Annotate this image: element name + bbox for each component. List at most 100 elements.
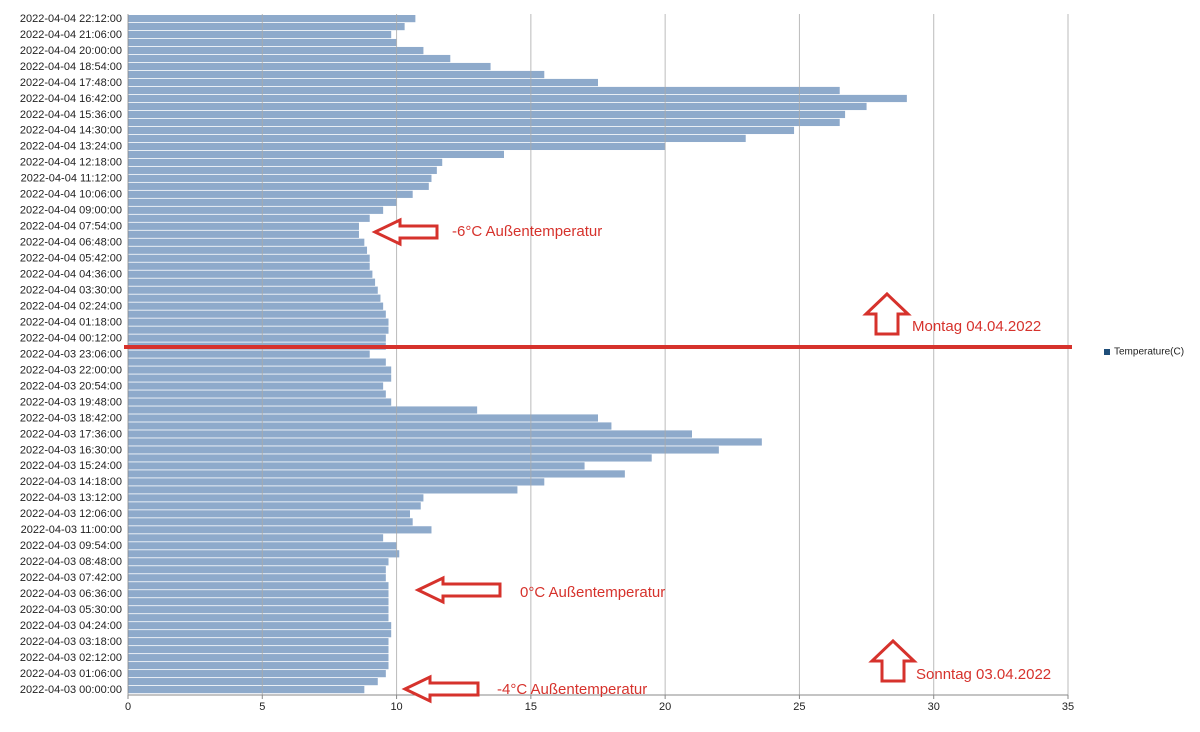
bar <box>128 286 378 294</box>
y-tick-label: 2022-04-03 07:42:00 <box>20 572 122 584</box>
bar <box>128 670 386 678</box>
bar <box>128 590 389 598</box>
bar <box>128 22 405 31</box>
y-tick-label: 2022-04-04 10:06:00 <box>20 189 122 201</box>
bar <box>128 78 598 87</box>
bar <box>128 382 384 390</box>
bar <box>128 622 392 630</box>
y-tick-label: 2022-04-03 12:06:00 <box>20 508 122 520</box>
bar <box>128 158 443 166</box>
bar <box>128 574 386 582</box>
y-tick-label: 2022-04-04 07:54:00 <box>20 221 122 233</box>
bar <box>128 150 504 158</box>
bar <box>128 526 432 534</box>
y-tick-label: 2022-04-04 01:18:00 <box>20 316 122 328</box>
bar <box>128 470 625 478</box>
bar <box>128 318 389 326</box>
bar <box>128 454 652 462</box>
bar <box>128 446 719 454</box>
bar <box>128 414 598 422</box>
y-tick-label: 2022-04-03 00:00:00 <box>20 684 122 696</box>
x-tick-label: 25 <box>793 701 805 713</box>
annotation: 0°C Außentemperatur <box>520 584 665 601</box>
x-tick-label: 20 <box>659 701 671 713</box>
bar <box>128 310 386 318</box>
bar <box>128 182 429 190</box>
y-tick-label: 2022-04-04 21:06:00 <box>20 29 122 41</box>
y-tick-label: 2022-04-03 18:42:00 <box>20 412 122 424</box>
y-tick-label: 2022-04-04 17:48:00 <box>20 77 122 89</box>
bar <box>128 214 370 222</box>
x-tick-label: 15 <box>525 701 537 713</box>
y-tick-label: 2022-04-03 11:00:00 <box>21 524 122 536</box>
x-tick-label: 5 <box>259 701 265 713</box>
y-tick-label: 2022-04-03 17:36:00 <box>20 428 122 440</box>
bar <box>128 110 846 119</box>
y-tick-label: 2022-04-03 22:00:00 <box>20 364 122 376</box>
bar <box>128 70 545 79</box>
bar <box>128 582 389 590</box>
y-tick-label: 2022-04-03 08:48:00 <box>20 556 122 568</box>
y-tick-label: 2022-04-03 23:06:00 <box>20 348 122 360</box>
bar <box>128 654 389 662</box>
arrow <box>414 575 502 605</box>
bar <box>128 558 389 566</box>
bar <box>128 486 518 494</box>
bar <box>128 294 381 302</box>
bar <box>128 390 386 398</box>
y-tick-label: 2022-04-04 16:42:00 <box>20 93 122 105</box>
x-tick-label: 30 <box>928 701 940 713</box>
bar <box>128 566 386 574</box>
y-tick-label: 2022-04-04 22:12:00 <box>20 13 122 25</box>
bar <box>128 86 840 95</box>
y-tick-label: 2022-04-03 16:30:00 <box>20 444 122 456</box>
bar <box>128 550 400 558</box>
y-tick-label: 2022-04-04 04:36:00 <box>20 269 122 281</box>
y-tick-label: 2022-04-04 12:18:00 <box>20 157 122 169</box>
bar <box>128 518 413 526</box>
y-tick-label: 2022-04-04 15:36:00 <box>20 109 122 121</box>
y-tick-label: 2022-04-04 11:12:00 <box>21 173 122 185</box>
bar <box>128 230 359 238</box>
bar <box>128 462 585 470</box>
y-tick-label: 2022-04-03 09:54:00 <box>20 540 122 552</box>
bar <box>128 494 424 502</box>
x-tick-label: 0 <box>125 701 131 713</box>
bar <box>128 398 392 406</box>
bar <box>128 46 424 55</box>
bar <box>128 326 389 334</box>
y-tick-label: 2022-04-03 01:06:00 <box>20 668 122 680</box>
y-tick-label: 2022-04-04 02:24:00 <box>20 300 122 312</box>
y-tick-label: 2022-04-03 19:48:00 <box>20 396 122 408</box>
bar <box>128 278 376 286</box>
bar <box>128 102 867 111</box>
bar <box>128 190 413 198</box>
bar <box>128 238 365 246</box>
y-tick-label: 2022-04-04 18:54:00 <box>20 61 122 73</box>
bar <box>128 438 762 446</box>
bar <box>128 62 491 71</box>
bar <box>128 222 359 230</box>
bar <box>128 334 386 342</box>
arrow <box>868 638 918 683</box>
bar <box>128 678 378 686</box>
y-tick-label: 2022-04-03 02:12:00 <box>20 652 122 664</box>
y-tick-label: 2022-04-04 14:30:00 <box>20 125 122 137</box>
bar <box>128 430 692 438</box>
y-tick-label: 2022-04-04 09:00:00 <box>20 205 122 217</box>
bar <box>128 54 451 63</box>
bar <box>128 134 746 143</box>
y-tick-label: 2022-04-03 05:30:00 <box>20 604 122 616</box>
y-tick-label: 2022-04-04 20:00:00 <box>20 45 122 57</box>
y-tick-label: 2022-04-03 03:18:00 <box>20 636 122 648</box>
bar <box>128 174 432 182</box>
plot-area: 0 5 10 15 20 25 30 35 2022-04-03 00:00:00 2022-04… <box>20 13 1184 713</box>
annotation: -4°C Außentemperatur <box>497 681 647 698</box>
arrow <box>401 674 480 704</box>
y-tick-label: 2022-04-03 15:24:00 <box>20 460 122 472</box>
bar <box>128 118 840 127</box>
arrow <box>371 217 439 247</box>
y-tick-label: 2022-04-03 14:18:00 <box>20 476 122 488</box>
y-tick-label: 2022-04-04 05:42:00 <box>20 253 122 265</box>
legend-label: Temperature(C) <box>1114 347 1184 358</box>
